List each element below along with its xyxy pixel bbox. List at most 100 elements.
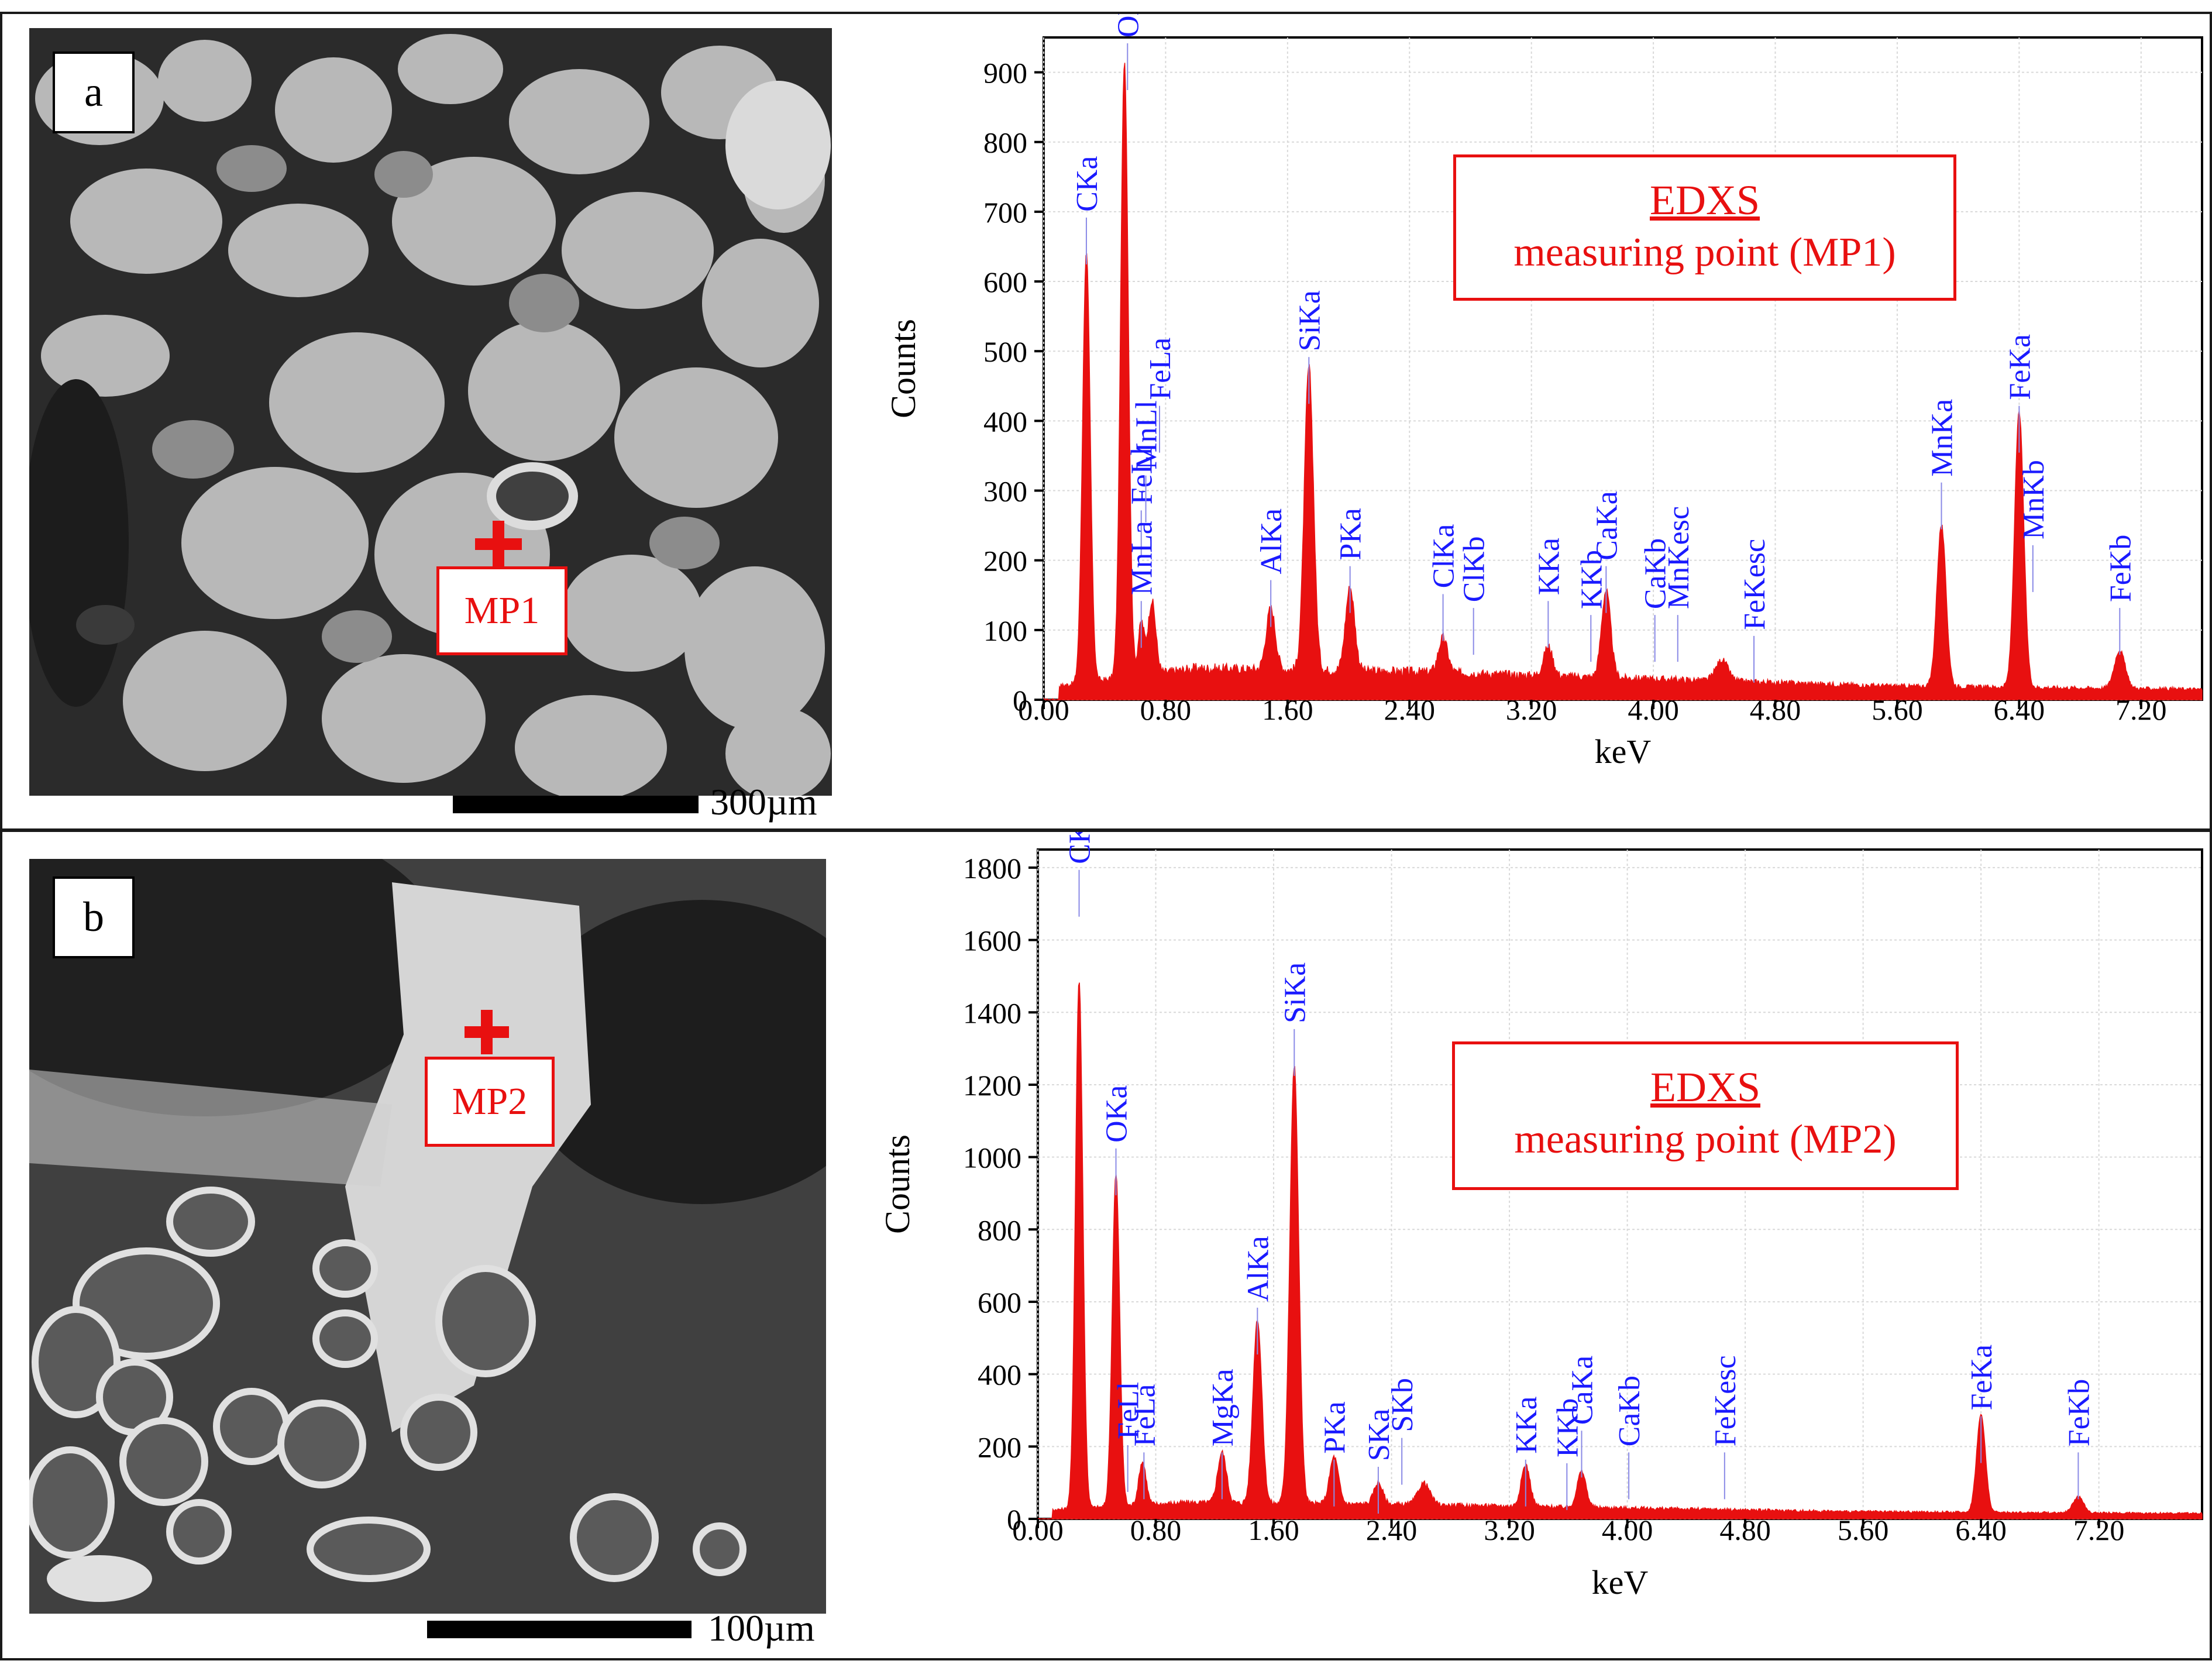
x-tick-label: 1.60 — [1262, 693, 1313, 726]
y-tick-label: 400 — [983, 405, 1027, 438]
scale-bar-b — [427, 1621, 692, 1638]
x-tick-label: 3.20 — [1484, 1514, 1535, 1546]
peak-label: MnKb — [2017, 460, 2051, 539]
x-tick-label: 4.80 — [1750, 693, 1801, 726]
peak-label: SiKa — [1293, 290, 1326, 351]
y-tick-label: 700 — [983, 196, 1027, 229]
sem-texture-a — [29, 28, 832, 796]
y-axis-label: Counts — [878, 1134, 917, 1234]
edxs-subtitle-a: measuring point (MP1) — [1513, 230, 1896, 275]
y-tick-label: 600 — [978, 1286, 1021, 1319]
peak-label: ClKa — [1427, 524, 1461, 589]
scale-label-a: 300µm — [710, 781, 817, 823]
measuring-point-label-a: MP1 — [436, 566, 567, 655]
panel-letter-a: a — [53, 51, 135, 133]
peak-label: FeLa — [1144, 338, 1177, 400]
peak-label: PKa — [1318, 1401, 1351, 1454]
x-axis-label: keV — [1595, 733, 1652, 771]
sem-image-b — [29, 859, 826, 1614]
y-tick-label: 900 — [983, 57, 1027, 90]
y-tick-label: 200 — [978, 1431, 1021, 1463]
x-tick-label: 2.40 — [1384, 693, 1436, 726]
sem-image-a — [29, 28, 832, 796]
peak-label: KKb — [1551, 1398, 1584, 1457]
peak-label: FeKa — [1965, 1345, 1998, 1411]
peak-label: MnLl — [1130, 400, 1164, 469]
peak-label: KKa — [1510, 1397, 1543, 1454]
y-tick-label: 400 — [978, 1359, 1021, 1391]
peak-label: SKb — [1386, 1378, 1419, 1432]
edxs-legend-a: EDXS measuring point (MP1) — [1453, 154, 1956, 301]
panel-letter-b: b — [53, 876, 135, 958]
x-tick-label: 5.60 — [1872, 693, 1923, 726]
y-tick-label: 0 — [1007, 1503, 1021, 1536]
edxs-legend-b: EDXS measuring point (MP2) — [1452, 1041, 1959, 1190]
measuring-point-cross-a — [475, 521, 522, 568]
x-tick-label: 0.00 — [1018, 693, 1069, 726]
y-tick-label: 1600 — [963, 924, 1021, 957]
panel-b: b MP2 100µm CKa OKa FeLl FeLa MgKa AlKa SiKa PK… — [0, 808, 2212, 1660]
x-tick-label: 6.40 — [1955, 1514, 2007, 1546]
peak-label: AlKa — [1255, 508, 1288, 575]
y-tick-label: 600 — [983, 266, 1027, 298]
scale-bar-a — [453, 796, 699, 813]
peak-label: FeLa — [1128, 1384, 1161, 1446]
y-tick-label: 1800 — [963, 852, 1021, 885]
y-tick-label: 0 — [1013, 684, 1027, 717]
sem-texture-b — [29, 859, 826, 1614]
peak-label: CaKb — [1639, 538, 1673, 609]
spectrum-series — [1037, 982, 2203, 1520]
measuring-point-label-b: MP2 — [425, 1057, 555, 1147]
spectrum-chart-b: CKa OKa FeLl FeLa MgKa AlKa SiKa PKa SKa SKb KKa KK… — [833, 808, 2211, 1658]
y-tick-label: 200 — [983, 545, 1027, 577]
y-tick-label: 1200 — [963, 1069, 1021, 1102]
y-tick-label: 500 — [983, 335, 1027, 368]
edxs-title-b: EDXS — [1650, 1064, 1760, 1110]
x-tick-label: 5.60 — [1838, 1514, 1889, 1546]
x-tick-label: 0.00 — [1012, 1514, 1064, 1546]
peak-label: CKa — [1064, 832, 1097, 864]
spectrum-series — [1043, 63, 2203, 701]
peak-label: MnKa — [1926, 399, 1959, 477]
peak-label: FeLl — [1112, 1382, 1145, 1439]
y-tick-label: 800 — [978, 1213, 1021, 1246]
scale-label-b: 100µm — [708, 1607, 815, 1649]
peak-label: MnLa — [1126, 521, 1159, 595]
peak-label: MnKesc — [1662, 506, 1695, 609]
peak-label: FeKesc — [1738, 539, 1771, 630]
peak-label: CaKa — [1590, 491, 1623, 560]
peak-label: FeKa — [2003, 334, 2036, 400]
peak-label: FeLl — [1126, 447, 1159, 504]
measuring-point-cross-b — [465, 1010, 509, 1054]
x-tick-label: 3.20 — [1506, 693, 1557, 726]
y-tick-label: 100 — [983, 614, 1027, 647]
y-tick-label: 1000 — [963, 1141, 1021, 1174]
x-axis-label: keV — [1592, 1563, 1649, 1601]
peak-label: OKa — [1100, 1085, 1134, 1143]
edxs-subtitle-b: measuring point (MP2) — [1514, 1117, 1897, 1162]
peak-label: FeKb — [2104, 535, 2137, 603]
y-axis-label: Counts — [884, 319, 923, 418]
peak-label: ClKb — [1458, 536, 1491, 602]
peak-label: MgKa — [1206, 1369, 1240, 1446]
x-tick-label: 7.20 — [2073, 1514, 2125, 1546]
x-tick-label: 4.00 — [1628, 693, 1679, 726]
x-tick-label: 7.20 — [2115, 693, 2167, 726]
x-tick-label: 2.40 — [1366, 1514, 1418, 1546]
peak-label: SKa — [1363, 1408, 1396, 1461]
y-tick-label: 1400 — [963, 996, 1021, 1029]
x-tick-label: 1.60 — [1248, 1514, 1299, 1546]
peak-label: KKb — [1575, 550, 1608, 609]
peak-label: AlKa — [1241, 1236, 1275, 1302]
peak-label: FeKesc — [1709, 1355, 1742, 1446]
x-tick-label: 4.00 — [1602, 1514, 1653, 1546]
y-tick-label: 800 — [983, 126, 1027, 159]
edxs-title-a: EDXS — [1649, 177, 1760, 224]
plot-frame — [1043, 36, 2203, 701]
x-tick-label: 6.40 — [1994, 693, 2045, 726]
peak-label: CaKa — [1566, 1356, 1599, 1425]
x-tick-label: 4.80 — [1719, 1514, 1771, 1546]
peak-label: OKa — [1112, 14, 1145, 37]
